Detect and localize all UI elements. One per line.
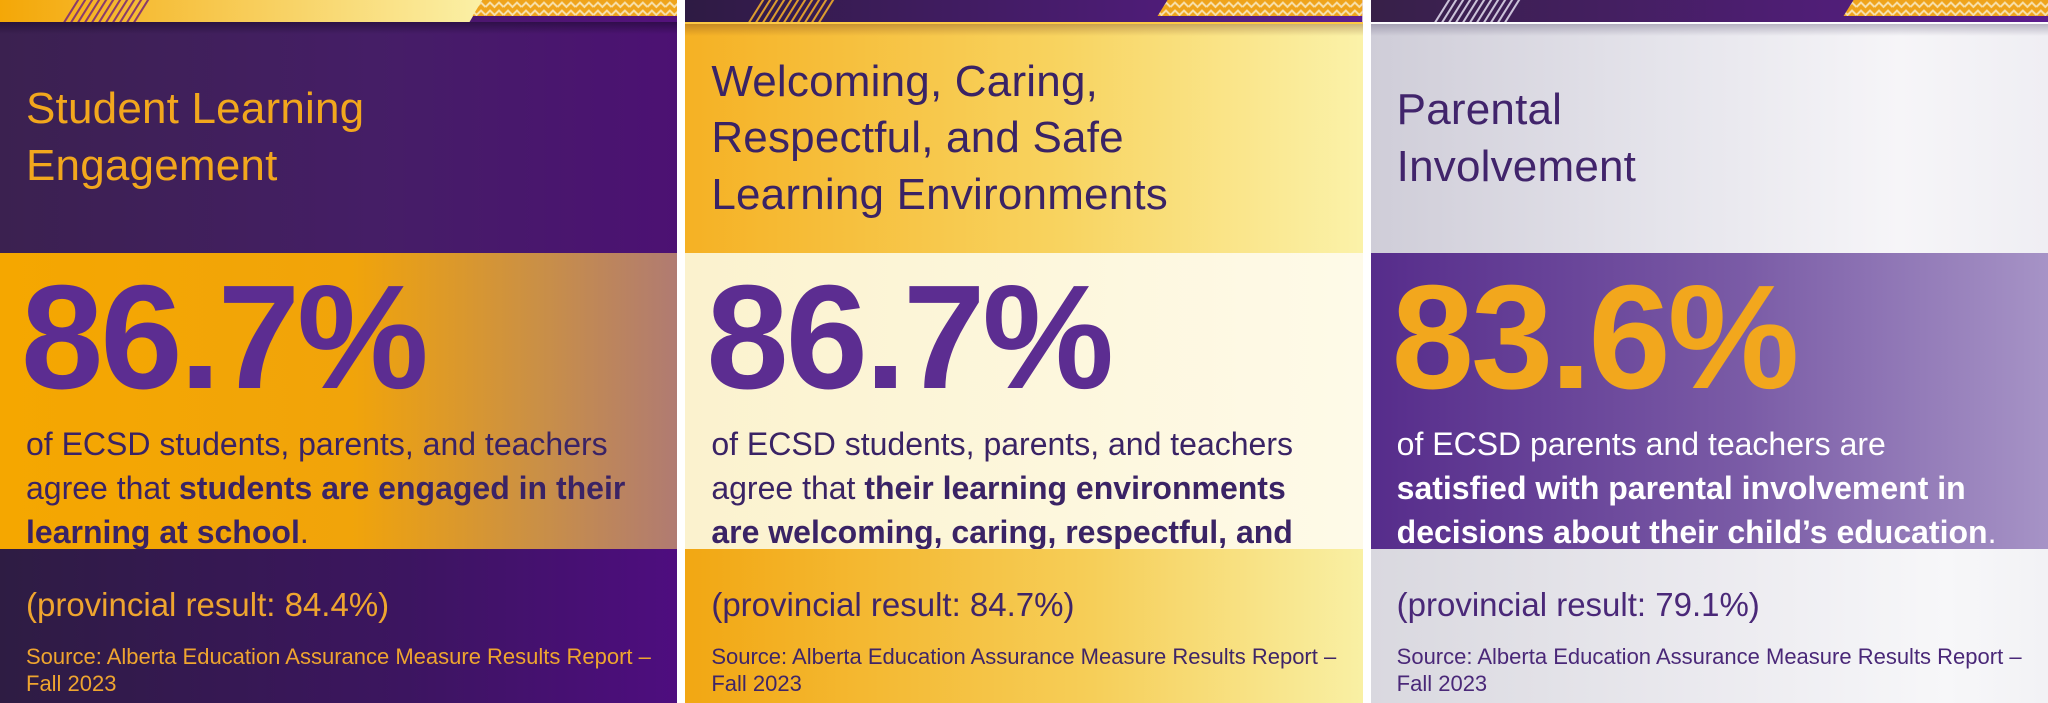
stat-description-prefix: of ECSD students, parents, and teachers …: [711, 425, 1293, 507]
panel-title: Parental Involvement: [1396, 85, 1637, 191]
stat-value: 86.7%: [21, 255, 429, 420]
diagonal-stripes-pattern: [61, 0, 152, 22]
panel-footer: (provincial result: 79.1%) Source: Alber…: [1370, 549, 2048, 703]
stat-description-suffix: .: [1987, 514, 1997, 551]
band-pattern-graphic: [685, 0, 1363, 22]
provincial-result: (provincial result: 84.4%): [26, 586, 390, 623]
panel-footer: (provincial result: 84.7%) Source: Alber…: [685, 549, 1363, 703]
stat-description: of ECSD students, parents, and teachers …: [711, 422, 1336, 599]
stat-section: 83.6% of ECSD parents and teachers are s…: [1370, 253, 2048, 550]
provincial-result: (provincial result: 84.7%): [711, 586, 1075, 623]
stat-description-bold: students are engaged in their learning a…: [26, 470, 626, 551]
source-note: Source: Alberta Education Assurance Meas…: [26, 643, 651, 697]
chevron-pattern: [472, 0, 678, 16]
stat-description-bold: satisfied with parental involvement in d…: [1396, 470, 1988, 551]
diagonal-stripes-pattern: [1432, 0, 1523, 22]
stat-description: of ECSD students, parents, and teachers …: [26, 422, 651, 554]
diagonal-stripes-pattern: [747, 0, 838, 22]
panel-header: Student Learning Engagement: [0, 22, 678, 253]
stat-value: 83.6%: [1391, 255, 1800, 420]
stat-section: 86.7% of ECSD students, parents, and tea…: [685, 253, 1363, 594]
band-pattern-graphic: [1370, 0, 2048, 22]
source-note: Source: Alberta Education Assurance Meas…: [1396, 643, 2022, 697]
panel-header: Parental Involvement: [1370, 22, 2048, 253]
stat-description-suffix: .: [299, 514, 309, 551]
panel-header: Welcoming, Caring, Respectful, and Safe …: [685, 22, 1363, 253]
stat-description-bold: their learning environments are welcomin…: [711, 470, 1293, 594]
top-decor-band: [685, 0, 1363, 22]
provincial-result: (provincial result: 79.1%): [1396, 586, 1760, 623]
panel-student-learning-engagement: Student Learning Engagement 86.7% of ECS…: [0, 0, 678, 703]
stat-description: of ECSD parents and teachers are satisfi…: [1397, 422, 2022, 554]
stat-section: 86.7% of ECSD students, parents, and tea…: [0, 253, 678, 550]
panel-footer: (provincial result: 84.4%) Source: Alber…: [0, 549, 678, 703]
panel-title: Welcoming, Caring, Respectful, and Safe …: [711, 57, 1169, 219]
panel-title: Student Learning Engagement: [26, 84, 365, 190]
chevron-pattern: [1843, 0, 2048, 16]
panel-welcoming-caring-safe-environments: Welcoming, Caring, Respectful, and Safe …: [685, 0, 1363, 703]
band-pattern-graphic: [0, 0, 678, 22]
top-decor-band: [1370, 0, 2048, 22]
stat-description-prefix: of ECSD students, parents, and teachers …: [26, 425, 608, 507]
panel-parental-involvement: Parental Involvement 83.6% of ECSD paren…: [1370, 0, 2048, 703]
chevron-pattern: [1157, 0, 1363, 16]
source-note: Source: Alberta Education Assurance Meas…: [711, 643, 1337, 697]
stat-description-prefix: of ECSD parents and teachers are: [1396, 425, 1886, 462]
stat-value: 86.7%: [706, 255, 1114, 420]
top-decor-band: [0, 0, 678, 22]
